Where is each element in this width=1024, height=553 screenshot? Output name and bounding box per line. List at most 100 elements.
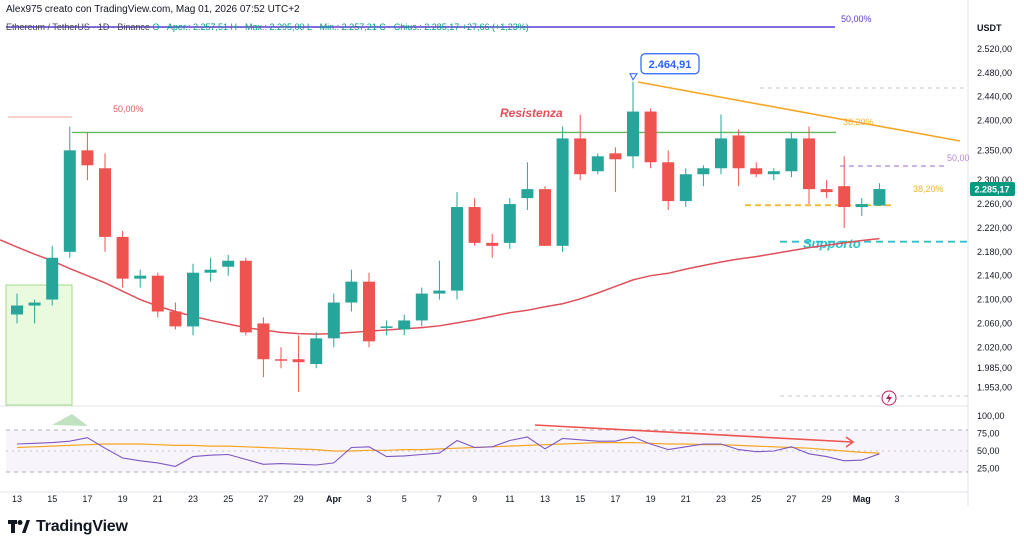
time-tick-label: 23 xyxy=(716,494,726,504)
candle-body xyxy=(644,111,657,163)
rsi-tick-label: 100,00 xyxy=(977,411,1005,421)
time-tick-label: 13 xyxy=(12,494,22,504)
fib-382-lower-label: 38,20% xyxy=(913,184,944,194)
last-price-badge xyxy=(970,182,1015,197)
candle-body xyxy=(46,257,59,300)
price-tick-label: 2.400,00 xyxy=(977,116,1012,126)
time-tick-label: 27 xyxy=(258,494,268,504)
price-tick-label: 2.060,00 xyxy=(977,318,1012,328)
candle-body xyxy=(820,189,833,193)
candle-body xyxy=(591,156,604,172)
symbol-line[interactable]: Ethereum / TetherUS · 1D · Binance O · A… xyxy=(6,22,529,32)
last-price-label: 2.285,17 xyxy=(974,185,1009,195)
candle-body xyxy=(116,236,129,279)
price-tick-label: 2.140,00 xyxy=(977,271,1012,281)
time-tick-label: 25 xyxy=(223,494,233,504)
candle-body xyxy=(310,338,323,365)
time-tick-label: 11 xyxy=(505,494,514,504)
candle-body xyxy=(697,168,710,175)
price-tick-label: 2.260,00 xyxy=(977,199,1012,209)
candle-body xyxy=(574,138,587,175)
high-callout-box xyxy=(640,53,700,75)
time-tick-label: 15 xyxy=(47,494,57,504)
candle-body xyxy=(521,189,534,199)
rsi-divergence-arrowhead xyxy=(845,436,855,448)
time-tick-label: 5 xyxy=(402,494,407,504)
candle-body xyxy=(257,323,270,360)
time-tick-label: 27 xyxy=(786,494,796,504)
tradingview-logo[interactable]: TradingView xyxy=(8,518,128,536)
time-tick-label: 19 xyxy=(118,494,128,504)
candle-body xyxy=(662,162,675,202)
candle-body xyxy=(539,189,551,246)
candle-body xyxy=(767,171,780,175)
candle-body xyxy=(732,135,745,169)
candle-body xyxy=(415,293,428,321)
time-tick-label: 23 xyxy=(188,494,198,504)
time-tick-label: 9 xyxy=(472,494,477,504)
candle-body xyxy=(503,204,516,243)
price-tick-label: 2.480,00 xyxy=(977,68,1012,78)
price-tick-label: 2.350,00 xyxy=(977,145,1012,155)
rsi-tick-label: 25,00 xyxy=(977,464,1000,474)
candle-body xyxy=(609,153,622,160)
rsi-tick-label: 75,00 xyxy=(977,429,1000,439)
time-tick-label: 15 xyxy=(575,494,585,504)
candle-body xyxy=(855,204,868,208)
time-tick-label: 17 xyxy=(82,494,92,504)
price-tick-label: 2.300,00 xyxy=(977,175,1012,185)
candle-body xyxy=(468,207,481,243)
candle-body xyxy=(327,302,340,339)
fib-50-right-label: 50,00 xyxy=(947,153,970,163)
time-tick-label: 19 xyxy=(646,494,656,504)
author-line: Alex975 creato con TradingView.com, Mag … xyxy=(6,4,300,15)
candle-body xyxy=(398,320,411,330)
fib-top-label: 50,00% xyxy=(841,14,872,24)
candle-body xyxy=(63,150,76,252)
candle-body xyxy=(169,311,182,327)
fib-50-left-label: 50,00% xyxy=(113,104,144,114)
time-tick-label: 21 xyxy=(681,494,691,504)
time-tick-label: 7 xyxy=(437,494,442,504)
candle-body xyxy=(873,189,886,206)
candle-body xyxy=(151,275,164,312)
price-axis-currency: USDT xyxy=(977,23,1002,33)
price-tick-label: 2.520,00 xyxy=(977,44,1012,54)
candle-body xyxy=(275,359,287,361)
time-tick-label: Apr xyxy=(326,494,342,504)
candle-body xyxy=(433,290,446,294)
candle-body xyxy=(838,186,851,208)
candle-body xyxy=(204,269,217,273)
candle-body xyxy=(187,272,199,327)
candle-body xyxy=(750,168,763,175)
candle-body xyxy=(11,305,23,315)
rsi-tick-label: 50,00 xyxy=(977,446,1000,456)
moving-average-line xyxy=(0,237,880,335)
time-tick-label: 29 xyxy=(294,494,304,504)
candle-body xyxy=(81,150,94,166)
candle-body xyxy=(222,260,235,267)
candle-body xyxy=(345,281,358,303)
price-tick-label: 2.100,00 xyxy=(977,295,1012,305)
candle-body xyxy=(803,138,815,190)
candle-body xyxy=(451,207,463,291)
candle-body xyxy=(486,242,499,246)
high-callout-pointer xyxy=(629,73,638,81)
rsi-line xyxy=(16,436,880,467)
time-tick-label: 21 xyxy=(153,494,163,504)
candle-body xyxy=(99,168,111,237)
candle-body xyxy=(292,359,305,363)
candle-body xyxy=(715,138,727,169)
candle-body xyxy=(556,138,569,246)
time-tick-label: 25 xyxy=(751,494,761,504)
time-tick-label: 13 xyxy=(540,494,550,504)
descending-trendline xyxy=(637,81,961,142)
price-tick-label: 1.953,00 xyxy=(977,382,1012,392)
candle-body xyxy=(785,138,798,172)
lightning-icon-bolt xyxy=(886,393,892,404)
resistance-label: Resistenza xyxy=(500,106,563,120)
candle-body xyxy=(239,260,252,333)
logo-text: TradingView xyxy=(36,518,128,535)
support-label: Supporto xyxy=(803,236,861,251)
